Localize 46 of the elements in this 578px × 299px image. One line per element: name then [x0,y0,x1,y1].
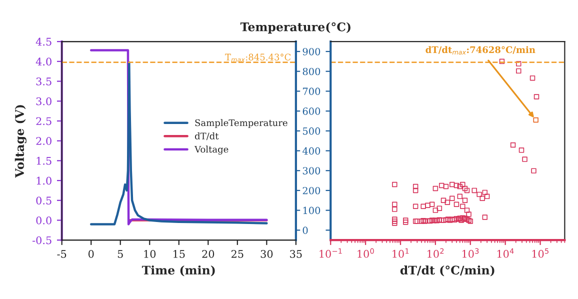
y2-tick-label: 800 [302,68,320,76]
y-tick-label: 1.0 [36,176,52,185]
x-tick-label: 10$^{5}$ [532,248,548,258]
legend-label: Voltage [194,146,228,155]
x-tick-label: 10 [144,250,156,258]
legend-label: dT/dt [194,132,219,140]
x-tick-label: 10$^{0}$ [358,248,374,258]
y2-tick-label: 300 [302,167,320,174]
x-tick-label: 10$^{3}$ [462,248,479,258]
x-tick-label: 20 [202,250,214,258]
legend-label: SampleTemperature [195,119,288,128]
y-tick-label: 3.5 [36,77,52,86]
annotation: dT/dt$_{max}$:74628°C/min [426,46,536,55]
y-tick-label: -0.5 [32,236,52,244]
x-tick-label: 10$^{4}$ [497,248,514,258]
y2-tick-label: 900 [302,48,320,56]
y2-tick-label: 600 [302,108,320,115]
x-tick-label: 10$^{2}$ [428,248,444,258]
y2-axis-title: Temperature(°C) [240,22,350,34]
x-axis-title: dT/dt (°C/min) [400,265,494,276]
x-tick-label: 30 [260,250,273,258]
y-tick-label: 4.5 [36,38,52,46]
y2-tick-label: 700 [303,88,320,96]
y-tick-label: 2.5 [36,117,52,126]
ref-line-label: T$_{max}$:845.43°C [225,54,291,62]
x-tick-label: -5 [57,250,66,258]
x-tick-label: 5 [118,250,123,258]
y2-tick-label: 400 [302,147,320,155]
y-tick-label: 1.5 [36,156,52,165]
y-tick-label: 0.0 [36,216,52,224]
y2-tick-label: 0 [302,226,308,234]
y-tick-label: 4.0 [36,58,52,66]
y-tick-label: 0.5 [36,196,52,204]
x-axis-title: Time (min) [142,265,215,276]
y2-tick-label: 200 [302,186,320,194]
y-tick-label: 2.0 [36,137,52,145]
y2-tick-label: 100 [303,206,320,214]
x-tick-label: 10$^{−1}$ [320,248,342,258]
x-tick-label: 25 [231,250,244,258]
x-tick-label: 0 [88,250,94,258]
y2-tick-label: 500 [303,127,320,135]
y-tick-label: 3.0 [36,97,52,106]
y-axis-title: Voltage (V) [14,105,26,178]
x-tick-label: 10$^{1}$ [392,248,409,258]
x-tick-label: 35 [290,250,302,258]
x-tick-label: 15 [174,250,185,258]
